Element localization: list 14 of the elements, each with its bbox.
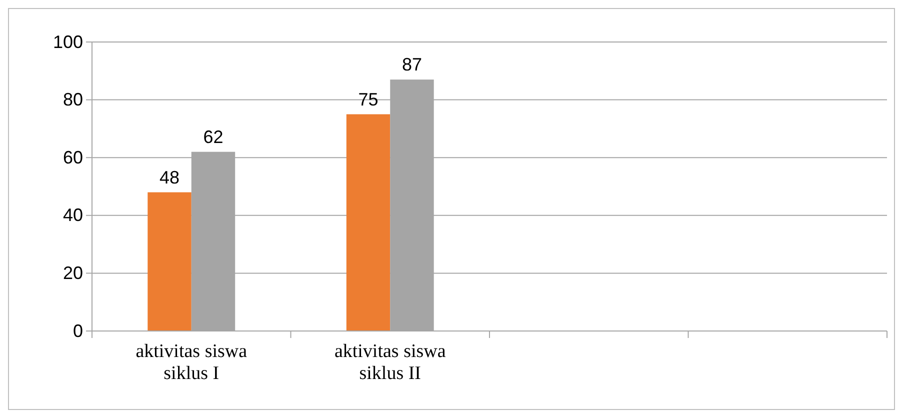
bar bbox=[148, 192, 192, 331]
x-tick-label: aktivitas siswa siklus I bbox=[136, 341, 248, 384]
y-tick-label: 100 bbox=[52, 32, 83, 52]
data-label: 62 bbox=[203, 126, 224, 147]
data-label: 87 bbox=[402, 54, 422, 75]
y-tick-label: 0 bbox=[72, 320, 83, 341]
bar bbox=[346, 114, 390, 331]
y-tick-label: 40 bbox=[62, 205, 83, 226]
x-tick-label: aktivitas siswa siklus II bbox=[334, 341, 446, 384]
data-label: 75 bbox=[358, 89, 378, 110]
y-tick-label: 80 bbox=[62, 90, 83, 110]
data-label: 48 bbox=[159, 167, 180, 188]
y-tick-label: 20 bbox=[62, 262, 83, 283]
y-tick-label: 60 bbox=[62, 147, 83, 168]
